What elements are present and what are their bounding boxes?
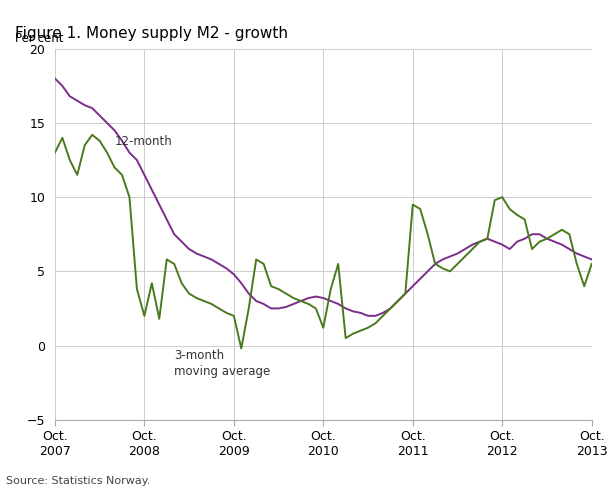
Text: 3-month
moving average: 3-month moving average [174, 349, 270, 378]
Text: Per cent: Per cent [15, 32, 63, 45]
Text: Source: Statistics Norway.: Source: Statistics Norway. [6, 476, 151, 486]
Text: 12-month: 12-month [115, 135, 172, 148]
Text: Figure 1. Money supply M2 - growth: Figure 1. Money supply M2 - growth [15, 26, 288, 41]
